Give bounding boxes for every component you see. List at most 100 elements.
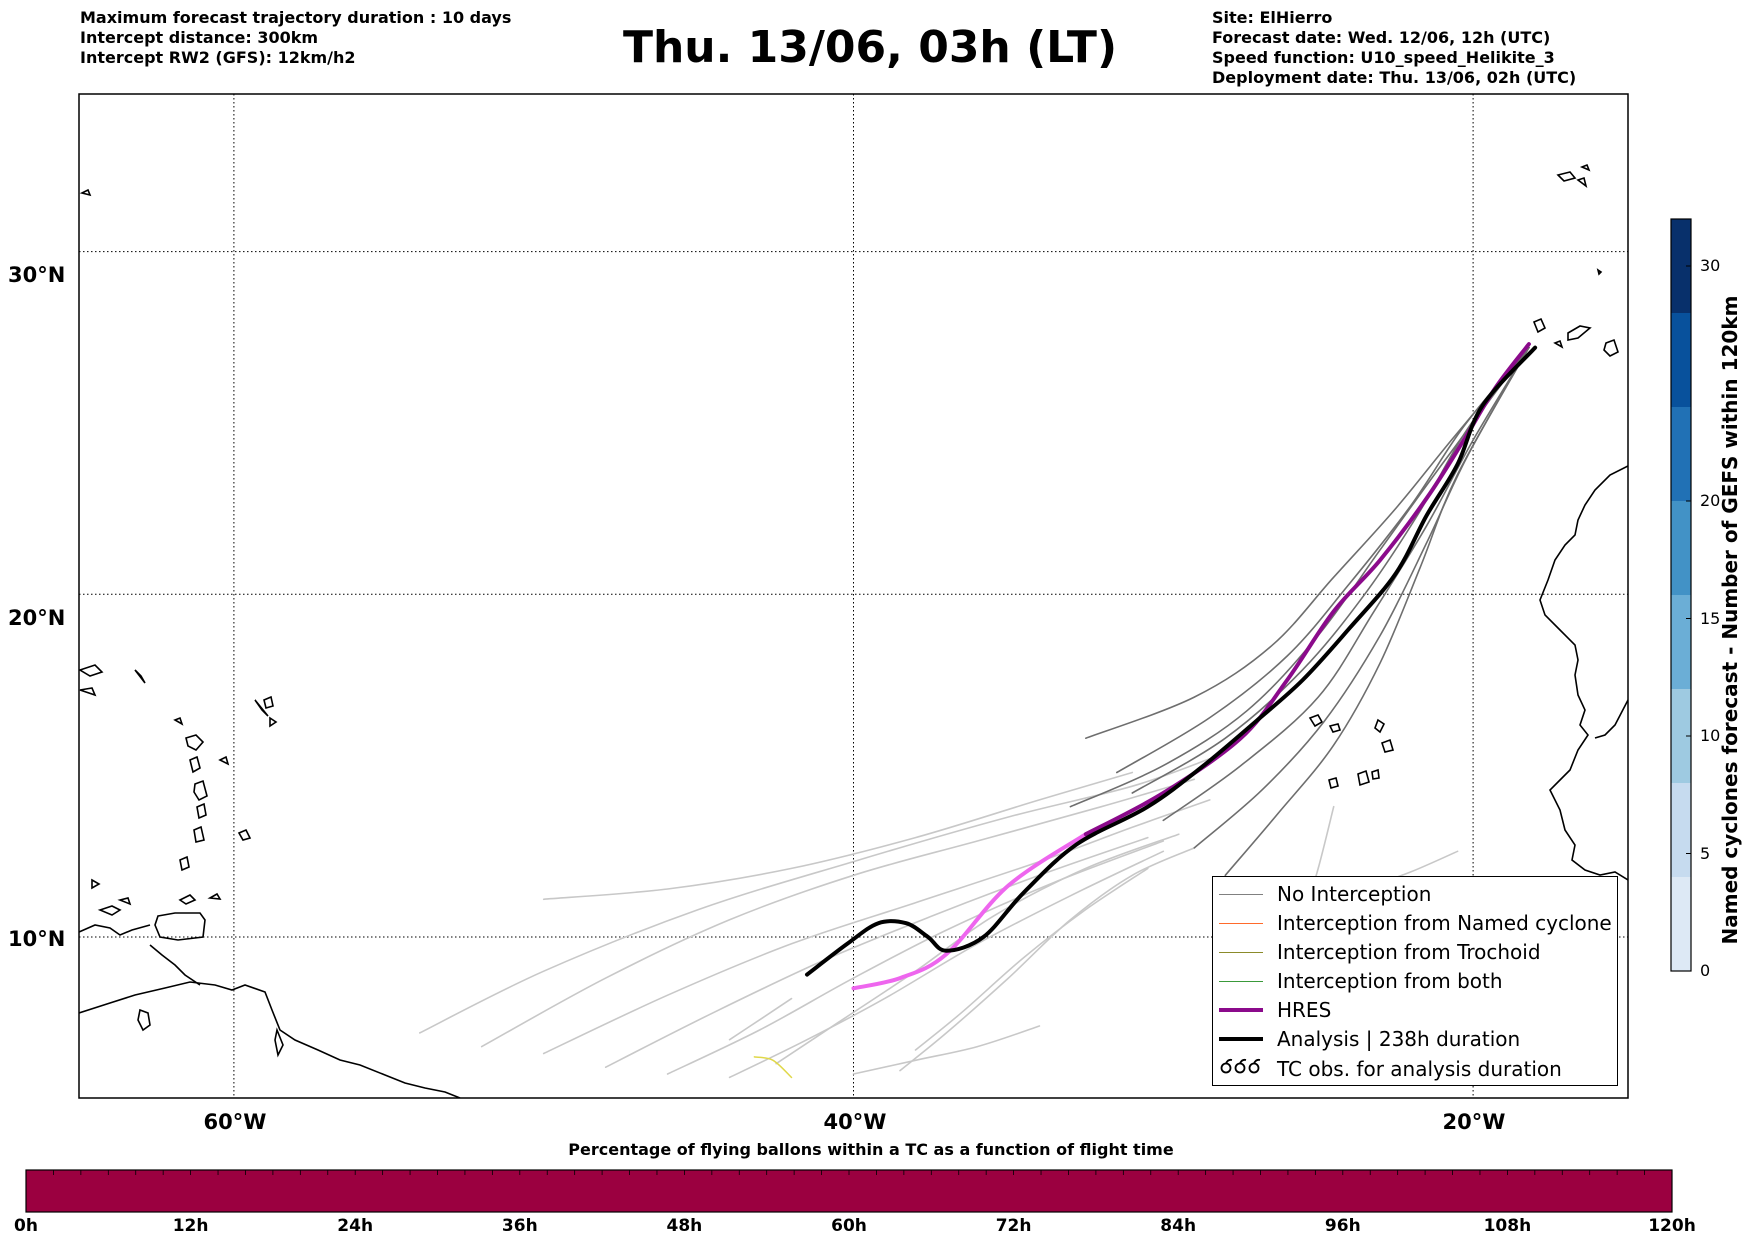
lesser-antilles-8 (263, 695, 274, 709)
ensemble-trajectory-dark (1085, 346, 1530, 739)
legend-swatch-olive (1219, 951, 1263, 953)
lesser-antilles-11 (79, 687, 97, 697)
ensemble-trajectory-light (728, 850, 1165, 1079)
legend-label: No Interception (1277, 882, 1432, 906)
colorbar-right-segment (1671, 783, 1691, 877)
africa-coast-b (1594, 699, 1628, 739)
colorbar-right-segment (1671, 313, 1691, 407)
lesser-antilles-12 (254, 699, 269, 717)
ensemble-trajectory-dark (1116, 346, 1530, 774)
legend-item-tc-obs: TC obs. for analysis duration (1219, 1056, 1562, 1082)
bottom-colorbar-tick-label: 96h (1324, 1216, 1361, 1236)
legend-swatch-purple (1219, 1008, 1263, 1012)
bottom-colorbar-tick-label: 36h (501, 1216, 538, 1236)
coastlines (79, 163, 1628, 1098)
map-legend: No Interception Interception from Named … (1212, 876, 1618, 1086)
ensemble-trajectory-yellow (753, 1056, 793, 1079)
colorbar-right-segment (1671, 595, 1691, 689)
legend-swatch-orange (1219, 922, 1263, 924)
lesser-antilles-16 (91, 878, 101, 890)
bottom-colorbar-title: Percentage of flying ballons within a TC… (568, 1140, 1174, 1159)
south-america-coast (79, 981, 461, 1098)
island-b (178, 894, 197, 905)
cape-verde-4 (1380, 738, 1395, 753)
colorbar-bottom (25, 1169, 1673, 1213)
islet (1596, 268, 1603, 276)
lat-label-20: 20°N (8, 606, 66, 630)
speed-function-text: Speed function: U10_speed_Helikite_3 (1212, 48, 1555, 67)
island-a (97, 905, 122, 916)
caribbean-coast-a (79, 924, 151, 936)
ensemble-trajectory-light (914, 867, 1149, 1051)
colorbar-right-segment (1671, 501, 1691, 595)
ensemble-trajectory-dark (1069, 346, 1530, 808)
island-c (207, 892, 222, 900)
caribbean-coast-b (149, 944, 201, 986)
colorbar-right-segment (1671, 219, 1691, 313)
island-d (137, 1008, 151, 1032)
bottom-colorbar-tick-label: 0h (14, 1216, 38, 1236)
bottom-colorbar-tick-label: 84h (1160, 1216, 1197, 1236)
info-right: Site: ElHierro Forecast date: Wed. 12/06… (1212, 8, 1576, 88)
cape-verde-7 (1371, 768, 1380, 780)
legend-item-hres: HRES (1219, 997, 1331, 1023)
bottom-colorbar-tick-label: 48h (666, 1216, 703, 1236)
colorbar-right-tick-label: 30 (1700, 256, 1721, 275)
madeira-c (1579, 163, 1591, 172)
legend-label: HRES (1277, 998, 1332, 1022)
lesser-antilles-5 (193, 825, 205, 843)
legend-label: Interception from Named cyclone (1277, 911, 1612, 935)
canary-2 (1567, 325, 1592, 341)
info-left: Maximum forecast trajectory duration : 1… (80, 8, 511, 68)
page-title-wrapper: Thu. 13/06, 03h (LT) (0, 22, 1752, 73)
ensemble-trajectory-light (480, 778, 1196, 1048)
lesser-antilles-17 (117, 897, 132, 906)
colorbar-right-tick-label: 20 (1700, 491, 1721, 510)
forecast-date-text: Forecast date: Wed. 12/06, 12h (UTC) (1212, 28, 1551, 47)
bottom-colorbar-tick-label: 120h (1648, 1216, 1696, 1236)
tc-symbol-icon (1219, 1058, 1263, 1080)
ensemble-trajectory-light (852, 1025, 1041, 1075)
bottom-colorbar-tick-label: 24h (337, 1216, 374, 1236)
lesser-antilles-9 (79, 664, 104, 677)
bottom-colorbar-tick-label: 12h (172, 1216, 209, 1236)
trinidad-island (154, 912, 206, 941)
legend-item-analysis: Analysis | 238h duration (1219, 1026, 1520, 1052)
lesser-antilles-10 (134, 669, 146, 684)
cape-verde-3 (1374, 718, 1386, 734)
trajectory-layer (419, 342, 1538, 1079)
canary-3 (1603, 338, 1619, 357)
lesser-antilles-4 (196, 802, 207, 820)
colorbar-right (1670, 218, 1692, 972)
ensemble-trajectory-light (542, 799, 1211, 1055)
bottom-colorbar-tick-label: 60h (831, 1216, 867, 1236)
lat-label-30: 30°N (8, 263, 66, 287)
colorbar-right-tick-label: 0 (1700, 961, 1711, 980)
lesser-antilles-1 (185, 734, 205, 751)
colorbar-right-segment (1671, 877, 1691, 971)
lon-label-40w: 40°W (823, 1110, 887, 1134)
legend-item-no-interception: No Interception (1219, 881, 1431, 907)
legend-item-trochoid: Interception from Trochoid (1219, 939, 1541, 965)
lesser-antilles-7 (237, 828, 252, 841)
colorbar-right-tick-label: 5 (1700, 843, 1711, 863)
lat-label-10: 10°N (8, 927, 66, 951)
cape-verde-1 (1308, 714, 1324, 728)
legend-item-both: Interception from both (1219, 968, 1503, 994)
madeira-b (1576, 176, 1588, 188)
ensemble-trajectory-dark (1162, 346, 1530, 822)
cape-verde-6 (1357, 769, 1370, 787)
hres-trajectory (1083, 342, 1531, 837)
lesser-antilles-15 (218, 755, 230, 766)
ensemble-trajectory-dark (1224, 346, 1530, 877)
azores (79, 188, 92, 197)
ensemble-trajectory-light (728, 997, 793, 1041)
colorbar-right-segment (1671, 407, 1691, 501)
lesser-antilles-3 (193, 779, 208, 802)
cape-verde-2 (1328, 723, 1342, 733)
africa-coast (1539, 465, 1628, 881)
map-frame (78, 93, 1629, 1099)
bottom-colorbar-bar (25, 1169, 1673, 1213)
ensemble-trajectory-light (604, 836, 1149, 1068)
